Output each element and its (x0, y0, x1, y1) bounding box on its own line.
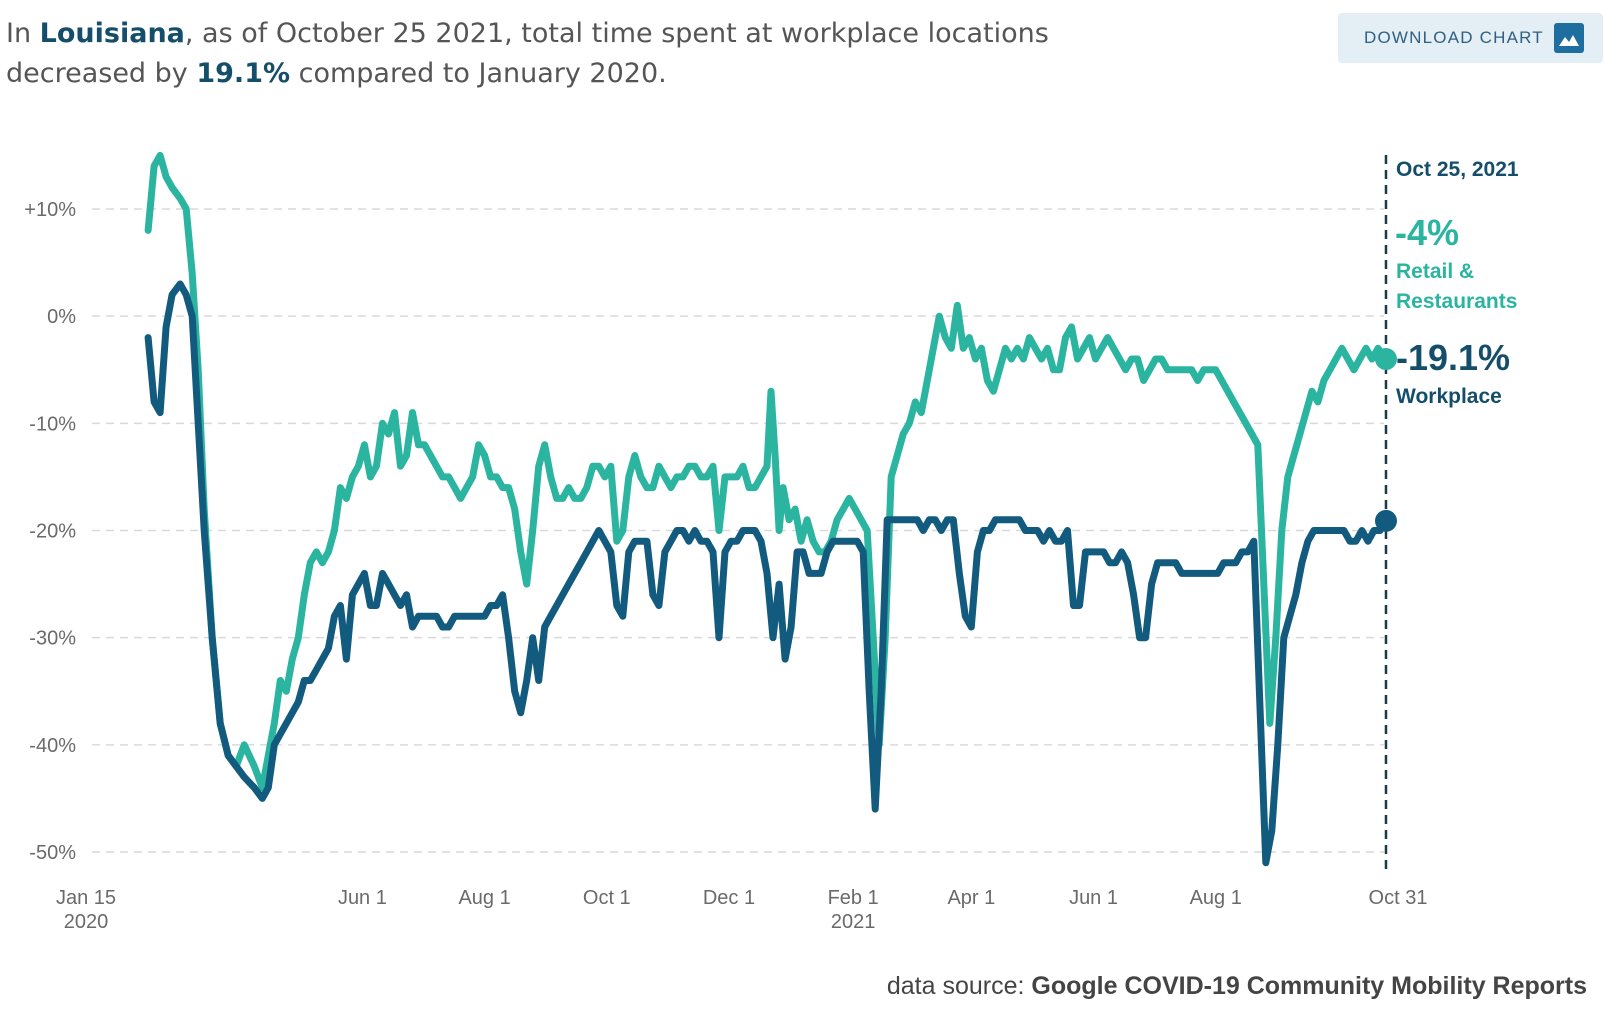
x-tick-label: Aug 1 (458, 887, 510, 909)
y-axis-ticks: +10% 0% -10% -20% -30% -40% -50% (24, 199, 76, 864)
workplace-end-value: -19.1% (1396, 337, 1510, 378)
workplace-series-name: Workplace (1396, 385, 1502, 408)
source-prefix: data source: (886, 972, 1025, 1000)
series-lines (144, 151, 1390, 867)
marker-date-label: Oct 25, 2021 (1396, 158, 1519, 181)
x-tick-year: 2021 (831, 911, 876, 933)
retail-restaurants-line (144, 151, 1390, 792)
workplace-end-point (1374, 509, 1397, 532)
date-marker: Oct 25, 2021 -4% Retail & Restaurants -19.1%… (1374, 155, 1519, 872)
headline-mid: , as of October 25 2021, total time spen… (6, 18, 1049, 89)
retail-end-value: -4% (1395, 212, 1459, 253)
download-chart-button[interactable]: DOWNLOAD CHART (1338, 13, 1603, 63)
data-source: data source: Google COVID-19 Community M… (887, 972, 1587, 1001)
source-name[interactable]: Google COVID-19 Community Mobility Repor… (1031, 972, 1587, 1000)
download-chart-label: DOWNLOAD CHART (1364, 28, 1544, 47)
x-tick-label: Oct 1 (583, 887, 631, 909)
x-tick-label: Apr 1 (947, 887, 995, 909)
x-tick-label: Aug 1 (1190, 887, 1242, 909)
workplace-line (144, 280, 1390, 867)
headline-percent: 19.1% (196, 58, 291, 89)
x-tick-label: Dec 1 (703, 887, 755, 909)
headline: In Louisiana, as of October 25 2021, tot… (6, 14, 1086, 94)
y-tick-label: 0% (47, 306, 76, 328)
x-tick-label: Jun 1 (338, 887, 387, 909)
y-tick-label: -30% (29, 628, 76, 650)
y-tick-label: -10% (29, 413, 76, 435)
x-tick-label: Feb 1 (828, 887, 879, 909)
state-name: Louisiana (39, 18, 185, 49)
y-tick-label: -50% (29, 842, 76, 864)
image-icon (1554, 23, 1584, 53)
headline-suffix: compared to January 2020. (290, 58, 667, 89)
y-tick-label: +10% (24, 199, 76, 221)
retail-series-name: Retail & (1396, 260, 1474, 283)
retail-end-point (1374, 348, 1397, 371)
x-tick-label: Oct 31 (1369, 887, 1428, 909)
headline-prefix: In (6, 18, 40, 49)
x-tick-year: 2020 (64, 911, 109, 933)
grid-lines (92, 208, 1384, 853)
y-tick-label: -20% (29, 521, 76, 543)
retail-series-name: Restaurants (1396, 290, 1517, 313)
y-tick-label: -40% (29, 735, 76, 757)
x-tick-label: Jun 1 (1069, 887, 1118, 909)
x-tick-label: Jan 15 (56, 887, 116, 909)
